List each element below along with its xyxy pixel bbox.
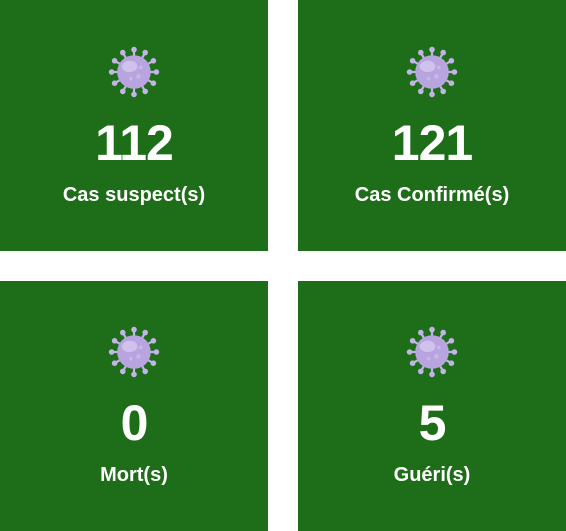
suspect-value: 112 — [95, 118, 173, 168]
recovered-label: Guéri(s) — [394, 464, 471, 487]
deaths-value: 0 — [121, 398, 148, 448]
virus-icon — [404, 44, 460, 100]
recovered-value: 5 — [419, 398, 446, 448]
card-recovered: 5 Guéri(s) — [298, 281, 566, 531]
suspect-label: Cas suspect(s) — [63, 184, 205, 207]
virus-icon — [404, 324, 460, 380]
stats-grid: 112 Cas suspect(s) 121 Cas Confirmé(s) 0… — [0, 0, 566, 531]
card-confirmed: 121 Cas Confirmé(s) — [298, 0, 566, 251]
card-deaths: 0 Mort(s) — [0, 281, 268, 531]
card-suspect: 112 Cas suspect(s) — [0, 0, 268, 251]
deaths-label: Mort(s) — [100, 464, 168, 487]
confirmed-value: 121 — [392, 118, 472, 168]
virus-icon — [106, 324, 162, 380]
virus-icon — [106, 44, 162, 100]
confirmed-label: Cas Confirmé(s) — [355, 184, 509, 207]
